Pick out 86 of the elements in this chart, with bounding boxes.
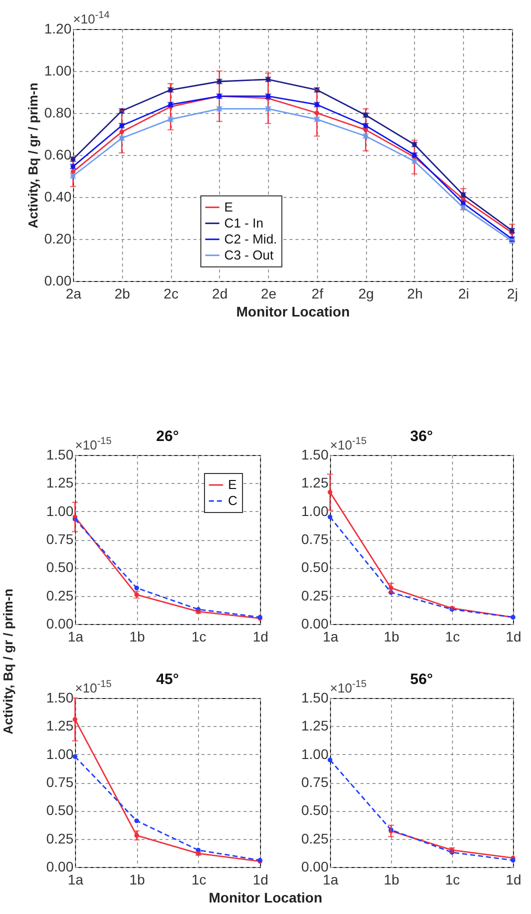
point [134,818,140,824]
y-tick-label: 1.00 [46,746,74,762]
y-tick-label: 0.75 [301,774,329,790]
text: ×10$^{-14}$ [73,10,110,26]
y-tick-label: 0.25 [301,830,329,846]
chart-title: 45° [156,671,179,688]
y-tick-label: 1.00 [301,502,329,519]
y-tick-label: 1.50 [301,446,329,462]
y-tick-label: 0.20 [44,230,72,246]
x-tick-label: 1d [252,628,268,644]
y-tick-label: 0.25 [46,830,74,846]
y-axis-title: Activity, Bq / gr / prim-n [0,588,16,734]
x-tick-label: 2b [114,286,130,302]
y-tick-label: 1.50 [46,446,74,462]
y-axis-title: Activity, Bq / gr / prim-n [25,82,40,228]
x-tick-label: 2d [212,286,228,302]
y-tick-label: 0.00 [44,272,72,288]
x-tick-label: 2j [507,286,518,302]
text: ×10$^{-15}$ [75,679,112,696]
x-tick-label: 2h [407,286,423,302]
y-tick-label: 1.00 [44,62,72,78]
text: ×10$^{-15}$ [330,679,367,696]
y-tick-label: 0.00 [301,616,329,632]
x-tick-label: 1a [68,872,84,888]
x-tick-label: 2g [358,286,374,302]
x-tick-label: 1c [445,872,460,888]
chart-title: 26° [156,428,179,445]
x-tick-label: 1d [252,872,268,888]
x-tick-label: 1c [191,628,206,644]
y-tick-label: 1.50 [46,690,74,706]
legend-label: E [228,477,237,492]
legend-label: C3 - Out [224,247,274,262]
x-tick-label: 1b [384,628,400,644]
y-tick-label: 0.00 [301,858,329,874]
y-tick-label: 0.00 [46,616,74,632]
text: ×10$^{-15}$ [330,436,367,452]
x-tick-label: 1a [322,628,338,644]
point [510,858,516,863]
y-tick-label: 1.50 [301,690,329,706]
legend-label: C [228,493,238,508]
y-tick-label: 1.00 [301,746,329,762]
y-tick-label: 1.25 [301,474,329,491]
x-tick-label: 2f [312,286,324,302]
x-tick-label: 2i [458,286,470,302]
x-axis-title: Monitor Location [236,304,350,320]
y-tick-label: 0.60 [44,146,72,162]
x-tick-label: 1c [445,628,460,644]
chart-title: 36° [410,428,433,445]
y-tick-label: 1.20 [44,20,72,36]
x-tick-label: 1b [384,872,400,888]
y-tick-label: 0.75 [46,774,74,790]
x-tick-label: 1d [506,628,522,644]
legend-label: E [224,199,234,214]
y-tick-label: 0.75 [301,531,329,547]
y-tick-label: 0.50 [46,559,74,576]
y-tick-label: 0.75 [46,531,74,547]
y-tick-label: 1.00 [46,502,74,519]
legend-label: C1 - In [224,215,264,230]
x-axis-title: Monitor Location [208,890,322,906]
y-tick-label: 0.80 [44,104,72,120]
chart-title: 56° [410,671,433,688]
x-tick-label: 1c [191,872,206,888]
x-tick-label: 2a [66,286,82,302]
x-tick-label: 1a [322,872,338,888]
y-tick-label: 0.50 [46,802,74,818]
point [134,586,140,590]
y-tick-label: 0.40 [44,188,72,204]
y-tick-label: 0.25 [301,587,329,604]
point [328,758,332,762]
x-tick-label: 1a [68,628,84,644]
y-tick-label: 1.25 [301,718,329,734]
point [328,514,332,520]
y-tick-label: 0.00 [46,858,74,874]
y-tick-label: 1.25 [46,718,74,734]
x-tick-label: 1d [506,872,522,888]
legend-label: C2 - Mid. [224,231,278,246]
y-tick-label: 1.25 [46,474,74,491]
x-tick-label: 2e [260,286,277,302]
y-tick-label: 0.25 [46,587,74,604]
x-tick-label: 2c [164,286,178,302]
text: ×10$^{-15}$ [75,436,112,452]
x-tick-label: 1b [129,628,146,644]
x-tick-label: 1b [129,872,146,888]
point [72,754,78,759]
y-tick-label: 0.50 [301,802,329,818]
y-tick-label: 0.50 [301,559,329,576]
